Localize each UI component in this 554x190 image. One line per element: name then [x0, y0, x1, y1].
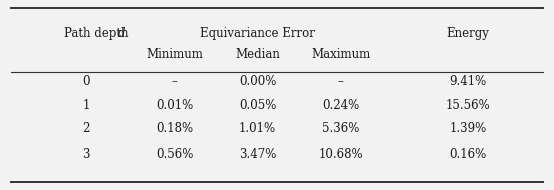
- Text: 0.18%: 0.18%: [156, 122, 193, 135]
- Text: 15.56%: 15.56%: [446, 99, 490, 112]
- Text: 0.56%: 0.56%: [156, 148, 193, 161]
- Text: 2: 2: [82, 122, 90, 135]
- Text: 10.68%: 10.68%: [319, 148, 363, 161]
- Text: 5.36%: 5.36%: [322, 122, 360, 135]
- Text: 0.01%: 0.01%: [156, 99, 193, 112]
- Text: 0.16%: 0.16%: [449, 148, 487, 161]
- Text: 1.01%: 1.01%: [239, 122, 276, 135]
- Text: Equivariance Error: Equivariance Error: [200, 27, 315, 40]
- Text: 0.05%: 0.05%: [239, 99, 276, 112]
- Text: Path depth: Path depth: [64, 27, 132, 40]
- Text: 0.24%: 0.24%: [322, 99, 360, 112]
- Text: –: –: [338, 75, 343, 88]
- Text: Maximum: Maximum: [311, 48, 370, 61]
- Text: 1.39%: 1.39%: [449, 122, 487, 135]
- Text: 9.41%: 9.41%: [449, 75, 487, 88]
- Text: Energy: Energy: [447, 27, 490, 40]
- Text: Median: Median: [235, 48, 280, 61]
- Text: 1: 1: [82, 99, 90, 112]
- Text: 3.47%: 3.47%: [239, 148, 276, 161]
- Text: Minimum: Minimum: [146, 48, 203, 61]
- Text: d: d: [117, 27, 125, 40]
- Text: 0.00%: 0.00%: [239, 75, 276, 88]
- Text: 3: 3: [82, 148, 90, 161]
- Text: 0: 0: [82, 75, 90, 88]
- Text: –: –: [172, 75, 177, 88]
